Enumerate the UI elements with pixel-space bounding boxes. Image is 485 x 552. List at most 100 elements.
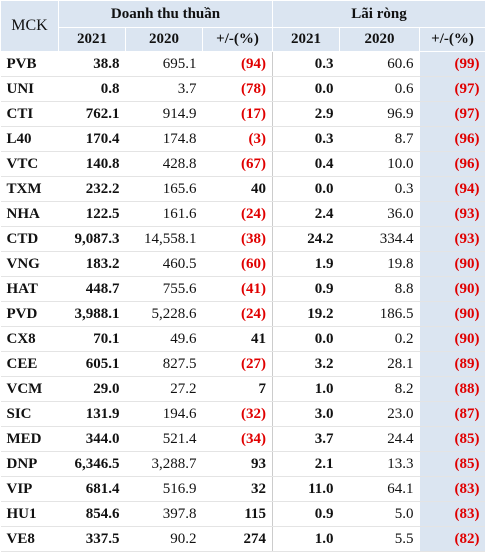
value-cell: 827.5 bbox=[126, 352, 203, 377]
value-cell: (90) bbox=[420, 327, 485, 352]
ticker-cell: UNI bbox=[1, 77, 59, 102]
column-header: +/-(%) bbox=[420, 28, 485, 52]
value-cell: (97) bbox=[420, 102, 485, 127]
value-cell: 5,228.6 bbox=[126, 302, 203, 327]
value-cell: 3.7 bbox=[126, 77, 203, 102]
value-cell: (93) bbox=[420, 202, 485, 227]
value-cell: 0.2 bbox=[340, 327, 420, 352]
ticker-cell: VCM bbox=[1, 377, 59, 402]
ticker-cell: VIP bbox=[1, 477, 59, 502]
value-cell: 0.8 bbox=[59, 77, 126, 102]
value-cell: (17) bbox=[203, 102, 273, 127]
value-cell: (89) bbox=[420, 352, 485, 377]
value-cell: (82) bbox=[420, 527, 485, 552]
value-cell: 8.8 bbox=[340, 277, 420, 302]
value-cell: 0.3 bbox=[273, 52, 340, 77]
value-cell: 36.0 bbox=[340, 202, 420, 227]
value-cell: 13.3 bbox=[340, 452, 420, 477]
value-cell: (94) bbox=[203, 52, 273, 77]
value-cell: (96) bbox=[420, 127, 485, 152]
ticker-cell: HAT bbox=[1, 277, 59, 302]
value-cell: 516.9 bbox=[126, 477, 203, 502]
value-cell: 695.1 bbox=[126, 52, 203, 77]
value-cell: 681.4 bbox=[59, 477, 126, 502]
value-cell: 8.2 bbox=[340, 377, 420, 402]
value-cell: 194.6 bbox=[126, 402, 203, 427]
value-cell: 337.5 bbox=[59, 527, 126, 552]
value-cell: 165.6 bbox=[126, 177, 203, 202]
value-cell: 183.2 bbox=[59, 252, 126, 277]
value-cell: 460.5 bbox=[126, 252, 203, 277]
value-cell: 428.8 bbox=[126, 152, 203, 177]
value-cell: 140.8 bbox=[59, 152, 126, 177]
value-cell: 14,558.1 bbox=[126, 227, 203, 252]
ticker-cell: MED bbox=[1, 427, 59, 452]
value-cell: 5.5 bbox=[340, 527, 420, 552]
value-cell: 19.2 bbox=[273, 302, 340, 327]
value-cell: (60) bbox=[203, 252, 273, 277]
value-cell: 32 bbox=[203, 477, 273, 502]
value-cell: (96) bbox=[420, 152, 485, 177]
ticker-cell: TXM bbox=[1, 177, 59, 202]
ticker-cell: SIC bbox=[1, 402, 59, 427]
column-header: 2021 bbox=[59, 28, 126, 52]
value-cell: 23.0 bbox=[340, 402, 420, 427]
group-header: Lãi ròng bbox=[273, 1, 485, 28]
value-cell: 24.2 bbox=[273, 227, 340, 252]
value-cell: 232.2 bbox=[59, 177, 126, 202]
ticker-cell: CTD bbox=[1, 227, 59, 252]
value-cell: 186.5 bbox=[340, 302, 420, 327]
value-cell: 27.2 bbox=[126, 377, 203, 402]
value-cell: 3,288.7 bbox=[126, 452, 203, 477]
value-cell: (97) bbox=[420, 77, 485, 102]
column-header: +/-(%) bbox=[203, 28, 273, 52]
value-cell: (34) bbox=[203, 427, 273, 452]
value-cell: (99) bbox=[420, 52, 485, 77]
value-cell: 38.8 bbox=[59, 52, 126, 77]
value-cell: (85) bbox=[420, 427, 485, 452]
key-header: MCK bbox=[1, 1, 59, 52]
value-cell: 0.0 bbox=[273, 177, 340, 202]
value-cell: (3) bbox=[203, 127, 273, 152]
value-cell: 1.0 bbox=[273, 527, 340, 552]
value-cell: 2.9 bbox=[273, 102, 340, 127]
value-cell: (24) bbox=[203, 202, 273, 227]
value-cell: (83) bbox=[420, 502, 485, 527]
value-cell: 448.7 bbox=[59, 277, 126, 302]
value-cell: 19.8 bbox=[340, 252, 420, 277]
value-cell: 2.1 bbox=[273, 452, 340, 477]
value-cell: 521.4 bbox=[126, 427, 203, 452]
ticker-cell: PVB bbox=[1, 52, 59, 77]
value-cell: 0.3 bbox=[273, 127, 340, 152]
ticker-cell: NHA bbox=[1, 202, 59, 227]
value-cell: 0.3 bbox=[340, 177, 420, 202]
value-cell: 60.6 bbox=[340, 52, 420, 77]
value-cell: 24.4 bbox=[340, 427, 420, 452]
value-cell: 10.0 bbox=[340, 152, 420, 177]
value-cell: 8.7 bbox=[340, 127, 420, 152]
value-cell: 0.9 bbox=[273, 277, 340, 302]
ticker-cell: VTC bbox=[1, 152, 59, 177]
value-cell: (85) bbox=[420, 452, 485, 477]
value-cell: 0.4 bbox=[273, 152, 340, 177]
value-cell: 49.6 bbox=[126, 327, 203, 352]
value-cell: 28.1 bbox=[340, 352, 420, 377]
ticker-cell: DNP bbox=[1, 452, 59, 477]
ticker-cell: VNG bbox=[1, 252, 59, 277]
value-cell: (67) bbox=[203, 152, 273, 177]
value-cell: 605.1 bbox=[59, 352, 126, 377]
column-header: 2020 bbox=[340, 28, 420, 52]
value-cell: (90) bbox=[420, 277, 485, 302]
